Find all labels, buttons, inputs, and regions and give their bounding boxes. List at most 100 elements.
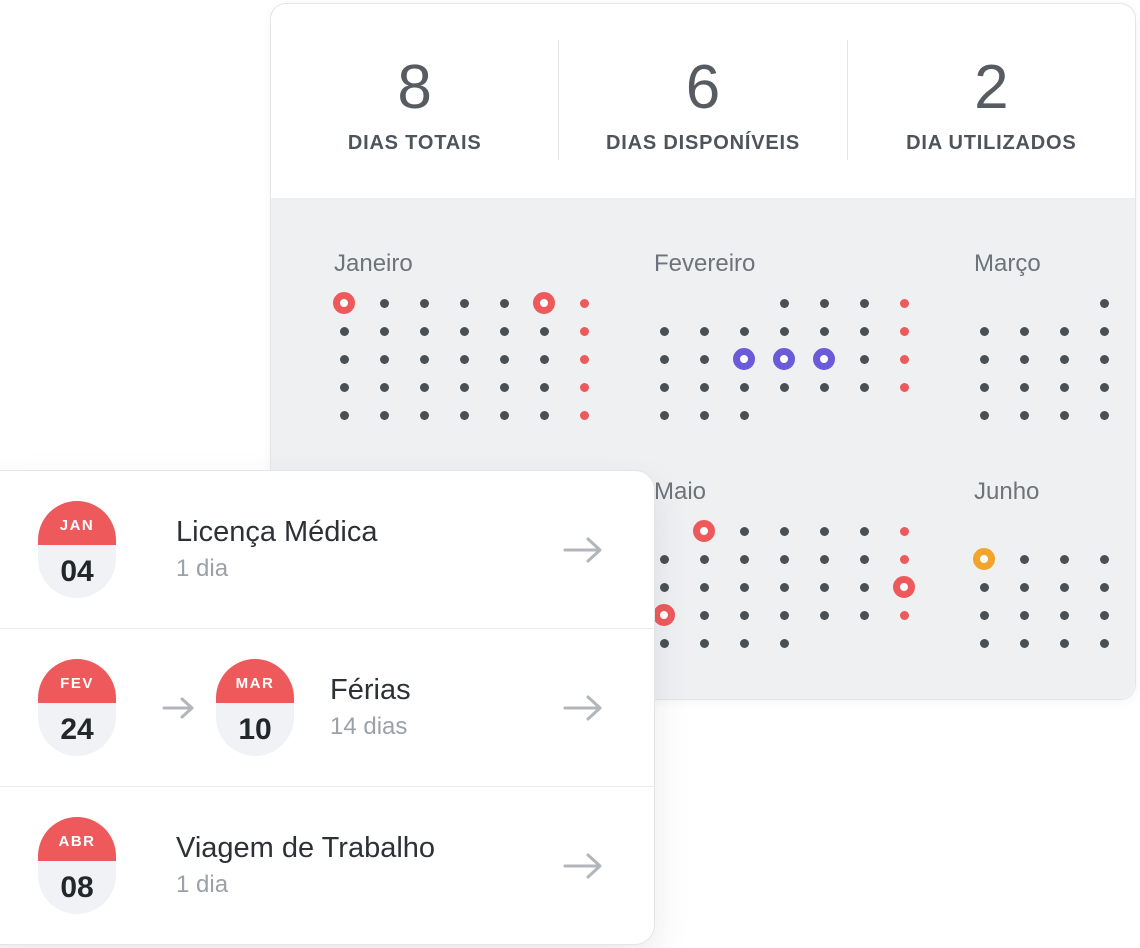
day-dot (739, 554, 749, 564)
calendar-day-cell (724, 545, 764, 573)
calendar-day-cell (484, 289, 524, 317)
calendar-day-cell (844, 345, 884, 373)
calendar-day-cell (644, 345, 684, 373)
red-day-dot (899, 554, 909, 564)
day-dot (339, 410, 349, 420)
day-dot (699, 638, 709, 648)
event-arrow-icon[interactable] (562, 535, 604, 565)
day-dot (819, 554, 829, 564)
red-ring-marker (693, 520, 715, 542)
calendar-day-cell (844, 289, 884, 317)
stat-used-days: 2 DIA UTILIZADOS (848, 4, 1135, 198)
event-row-content: FEV 24 MAR 10 Férias 14 dias (38, 659, 411, 756)
calendar-day-cell (1004, 317, 1044, 345)
calendar-week-row (964, 345, 1124, 373)
day-dot (859, 326, 869, 336)
stats-divider (558, 40, 560, 160)
day-dot (419, 410, 429, 420)
calendar-day-cell (1084, 601, 1124, 629)
calendar-day-cell (1084, 289, 1124, 317)
stat-available-days: 6 DIAS DISPONÍVEIS (559, 4, 846, 198)
day-dot (379, 298, 389, 308)
calendar-day-cell (764, 345, 804, 373)
day-dot (339, 326, 349, 336)
day-dot (739, 638, 749, 648)
date-badge: JAN 04 (38, 501, 116, 598)
calendar-day-cell (1084, 629, 1124, 657)
day-dot (779, 554, 789, 564)
calendar-day-cell (484, 345, 524, 373)
calendar-day-cell (1044, 345, 1084, 373)
day-dot (1019, 582, 1029, 592)
event-row[interactable]: JAN 04 Licença Médica 1 dia (0, 471, 654, 628)
calendar-week-row (644, 601, 924, 629)
calendar-day-cell (1044, 517, 1084, 545)
calendar-week-row (964, 517, 1124, 545)
day-dot (659, 582, 669, 592)
purple-ring-marker (773, 348, 795, 370)
calendar-day-cell (724, 517, 764, 545)
calendar-day-cell (324, 289, 364, 317)
calendar-day-cell (804, 373, 844, 401)
calendar-week-row (964, 317, 1124, 345)
day-dot (699, 382, 709, 392)
day-dot (1099, 610, 1109, 620)
stats-row: 8 DIAS TOTAIS 6 DIAS DISPONÍVEIS 2 DIA U… (271, 4, 1135, 198)
calendar-day-cell (884, 345, 924, 373)
day-dot (699, 354, 709, 364)
red-day-dot (899, 610, 909, 620)
month-março: Março (964, 251, 1124, 429)
day-dot (1019, 610, 1029, 620)
calendar-day-cell (724, 345, 764, 373)
calendar-week-row (644, 545, 924, 573)
event-text: Licença Médica 1 dia (176, 516, 378, 583)
day-dot (379, 354, 389, 364)
calendar-day-cell (644, 401, 684, 429)
day-dot (659, 354, 669, 364)
red-day-dot (579, 382, 589, 392)
day-dot (979, 638, 989, 648)
calendar-day-cell (724, 401, 764, 429)
day-dot (539, 354, 549, 364)
day-dot (459, 326, 469, 336)
day-dot (539, 326, 549, 336)
day-dot (1019, 410, 1029, 420)
orange-ring-marker (973, 548, 995, 570)
calendar-day-cell (764, 517, 804, 545)
stat-used-days-value: 2 (974, 53, 1009, 122)
calendar-week-row (324, 289, 604, 317)
calendar-day-cell (1044, 545, 1084, 573)
calendar-day-cell (1044, 601, 1084, 629)
day-dot (699, 326, 709, 336)
calendar-day-cell (764, 373, 804, 401)
event-row[interactable]: FEV 24 MAR 10 Férias 14 dias (0, 628, 654, 786)
calendar-week-row (644, 317, 924, 345)
calendar-day-cell (884, 601, 924, 629)
day-dot (859, 554, 869, 564)
event-arrow-icon[interactable] (562, 693, 604, 723)
calendar-day-cell (524, 345, 564, 373)
day-dot (859, 526, 869, 536)
day-dot (779, 298, 789, 308)
day-dot (539, 410, 549, 420)
event-arrow-icon[interactable] (562, 851, 604, 881)
calendar-week-row (644, 373, 924, 401)
calendar-day-cell (724, 573, 764, 601)
day-dot (979, 382, 989, 392)
month-title: Janeiro (334, 250, 413, 277)
calendar-day-cell (884, 517, 924, 545)
calendar-day-cell (444, 373, 484, 401)
calendar-week-row (644, 573, 924, 601)
day-dot (1099, 410, 1109, 420)
calendar-day-cell (684, 345, 724, 373)
day-dot (739, 582, 749, 592)
calendar-week-row (324, 401, 604, 429)
calendar-day-cell (364, 317, 404, 345)
date-badge-day: 24 (38, 703, 116, 756)
month-fevereiro: Fevereiro (644, 251, 924, 429)
day-dot (659, 326, 669, 336)
calendar-day-cell (644, 573, 684, 601)
event-row[interactable]: ABR 08 Viagem de Trabalho 1 dia (0, 786, 654, 944)
day-dot (1099, 354, 1109, 364)
red-day-dot (899, 382, 909, 392)
